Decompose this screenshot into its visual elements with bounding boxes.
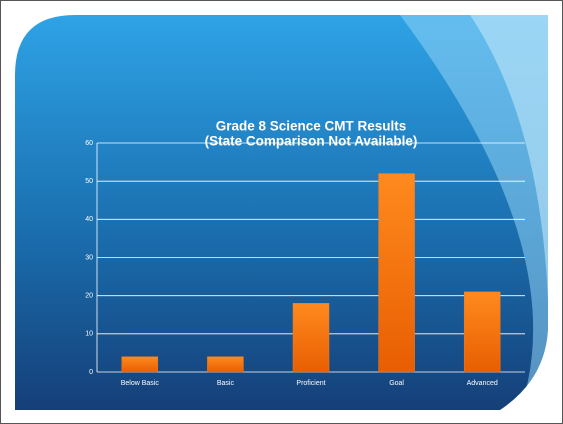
bar xyxy=(121,356,159,373)
bar xyxy=(292,303,330,373)
y-tick-label: 20 xyxy=(85,293,93,300)
bar xyxy=(378,173,415,373)
bar xyxy=(207,356,244,373)
y-tick-label: 0 xyxy=(89,369,93,376)
x-tick-label: Proficient xyxy=(296,380,325,387)
x-tick-label: Basic xyxy=(217,380,235,387)
slide-decoration xyxy=(400,15,548,410)
slide-corner xyxy=(500,330,548,410)
y-tick-label: 30 xyxy=(85,254,93,261)
y-tick-label: 50 xyxy=(85,178,93,185)
bar xyxy=(463,291,501,373)
slide-decoration xyxy=(470,15,548,300)
y-tick-label: 10 xyxy=(85,331,93,338)
y-tick-label: 40 xyxy=(85,216,93,223)
x-tick-label: Goal xyxy=(389,380,404,387)
chart-subtitle: (State Comparison Not Available) xyxy=(205,134,418,149)
x-tick-label: Below Basic xyxy=(121,380,160,387)
chart-title: Grade 8 Science CMT Results xyxy=(216,119,407,134)
y-tick-label: 60 xyxy=(85,140,93,147)
x-tick-label: Advanced xyxy=(467,380,498,387)
